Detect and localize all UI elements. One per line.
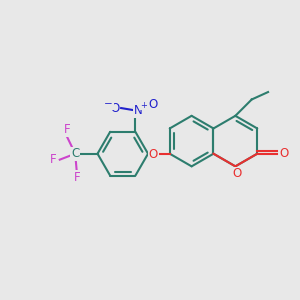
- Text: C: C: [71, 147, 79, 160]
- Text: O: O: [232, 167, 242, 180]
- Text: F: F: [74, 171, 80, 184]
- Text: O: O: [149, 148, 158, 160]
- Text: F: F: [64, 123, 70, 136]
- Text: N: N: [134, 104, 142, 117]
- Text: O: O: [148, 98, 158, 111]
- Text: F: F: [50, 153, 56, 166]
- Text: +: +: [140, 100, 147, 109]
- Text: −: −: [104, 100, 113, 110]
- Text: O: O: [111, 102, 120, 115]
- Text: O: O: [279, 147, 289, 160]
